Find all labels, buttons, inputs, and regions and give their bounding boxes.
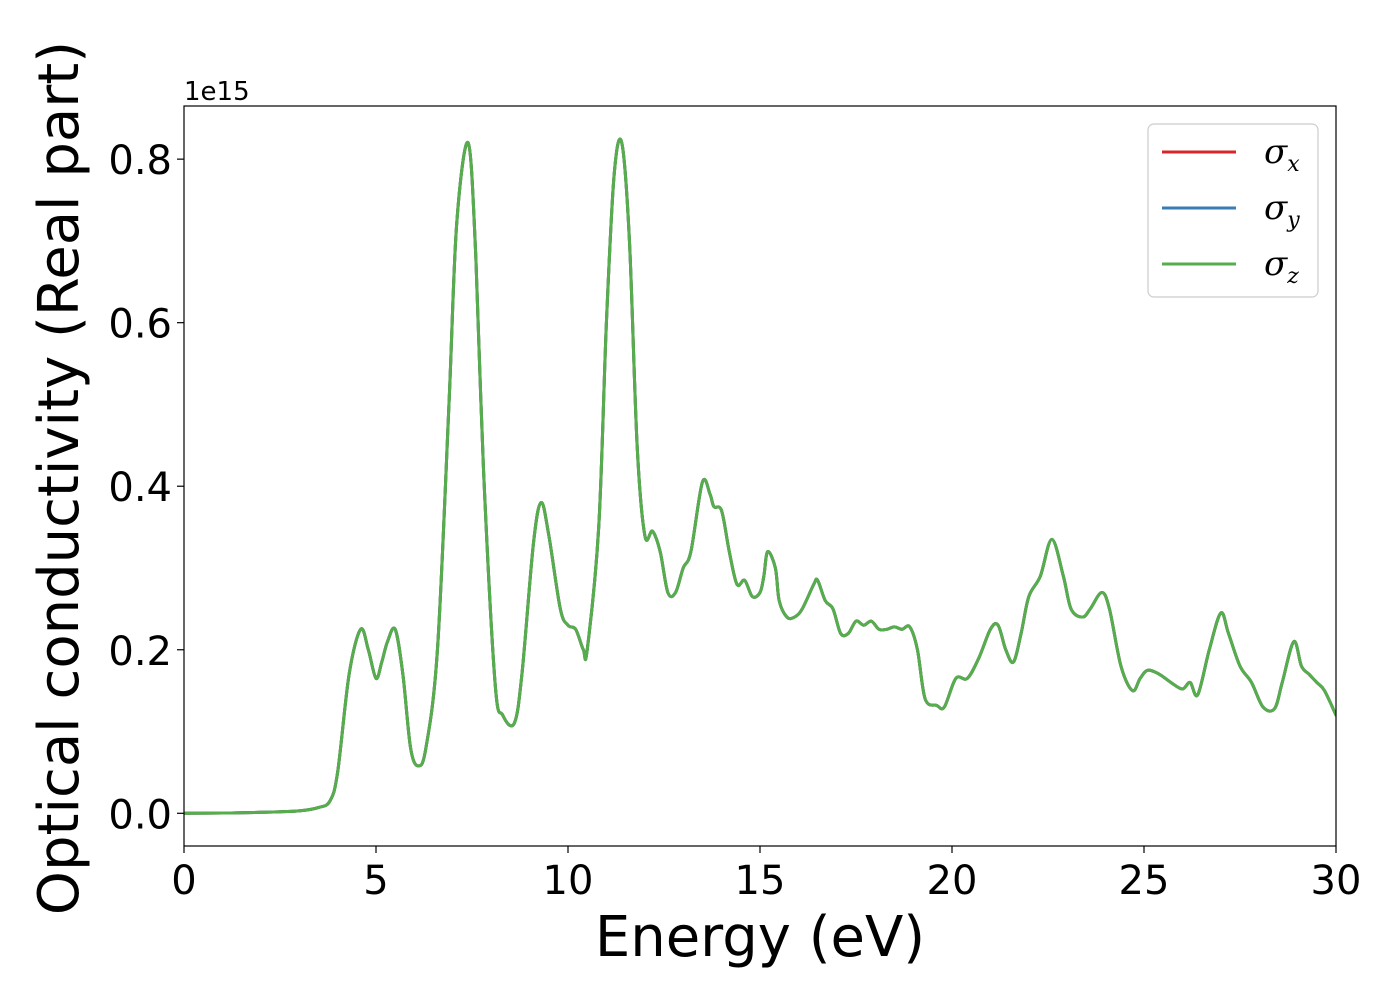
- x-axis: 0 5 10 15 20 25 30: [171, 846, 1361, 904]
- y-axis-label: Optical conductivity (Real part): [27, 41, 92, 915]
- x-tick-label: 25: [1119, 858, 1170, 904]
- legend-label-sigma-x: σx: [1264, 132, 1300, 177]
- x-tick-label: 10: [543, 858, 594, 904]
- x-tick-label: 0: [171, 858, 196, 904]
- y-tick-label: 0.0: [108, 792, 172, 838]
- y-axis: 0.0 0.2 0.4 0.6 0.8: [108, 138, 184, 838]
- y-tick-label: 0.6: [108, 302, 172, 348]
- y-tick-label: 0.8: [108, 138, 172, 184]
- x-tick-label: 15: [735, 858, 786, 904]
- x-axis-label: Energy (eV): [595, 905, 925, 970]
- series-layer: [184, 137, 1336, 815]
- legend-box: [1147, 123, 1319, 298]
- x-tick-label: 20: [927, 858, 978, 904]
- x-tick-label: 5: [363, 858, 388, 904]
- y-tick-label: 0.2: [108, 629, 172, 675]
- x-tick-label: 30: [1311, 858, 1362, 904]
- y-tick-label: 0.4: [108, 465, 172, 511]
- series-line-sigma-z: [184, 137, 1336, 815]
- y-offset-label: 1e15: [184, 77, 250, 107]
